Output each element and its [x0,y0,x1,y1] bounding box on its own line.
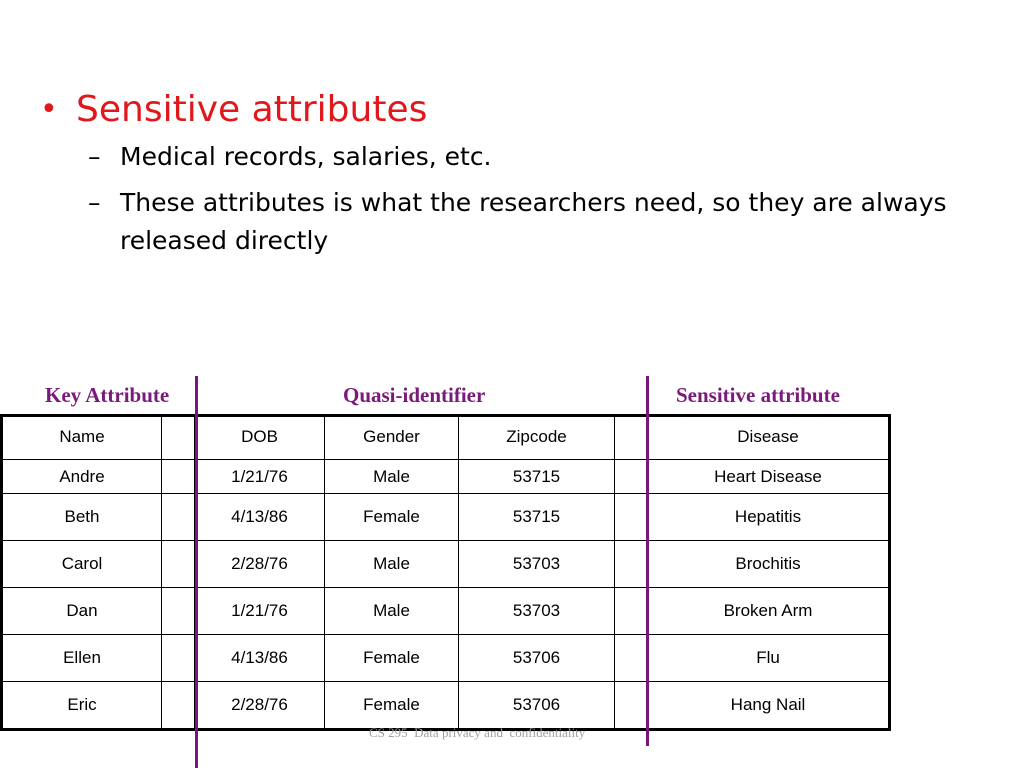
table-row: Eric 2/28/76 Female 53706 Hang Nail [1,681,890,730]
spacer-cell [161,540,195,588]
spacer-cell [614,415,648,460]
spacer-cell [614,493,648,541]
spacer-cell [614,540,648,588]
records-table: Name DOB Gender Zipcode Disease Andre 1/… [0,414,891,731]
table-row: Dan 1/21/76 Male 53703 Broken Arm [1,587,890,635]
slide-bullets: • Sensitive attributes – Medical records… [40,88,1000,260]
spacer-cell [161,459,195,494]
subbullet-text: Medical records, salaries, etc. [120,142,492,171]
disease-cell: Broken Arm [647,587,890,635]
name-cell: Dan [1,587,162,635]
dob-cell: 1/21/76 [194,587,325,635]
disease-cell: Hang Nail [647,681,890,730]
zipcode-cell: 53706 [458,681,615,730]
gender-cell: Female [324,493,459,541]
gender-cell: Male [324,459,459,494]
column-header: DOB [194,415,325,460]
zipcode-cell: 53703 [458,540,615,588]
dob-cell: 2/28/76 [194,540,325,588]
name-cell: Andre [1,459,162,494]
bullet-heading: • Sensitive attributes [40,88,1000,132]
gender-cell: Male [324,587,459,635]
table-row: Andre 1/21/76 Male 53715 Heart Disease [1,459,890,494]
zipcode-cell: 53715 [458,459,615,494]
spacer-cell [614,681,648,730]
column-header: Name [1,415,162,460]
dob-cell: 4/13/86 [194,634,325,682]
sensitive-attribute-label: Sensitive attribute [676,383,840,407]
quasi-identifier-label: Quasi-identifier [343,383,486,407]
zipcode-cell: 53715 [458,493,615,541]
name-cell: Carol [1,540,162,588]
dob-cell: 4/13/86 [194,493,325,541]
table-header-row: Name DOB Gender Zipcode Disease [1,415,890,460]
subbullet-1: – Medical records, salaries, etc. [40,138,1000,176]
spacer-cell [161,415,195,460]
key-attribute-label: Key Attribute [45,383,170,407]
table-row: Beth 4/13/86 Female 53715 Hepatitis [1,493,890,541]
gender-cell: Female [324,634,459,682]
disease-cell: Brochitis [647,540,890,588]
disease-cell: Flu [647,634,890,682]
spacer-cell [161,493,195,541]
name-cell: Ellen [1,634,162,682]
disease-cell: Hepatitis [647,493,890,541]
dob-cell: 2/28/76 [194,681,325,730]
gender-cell: Male [324,540,459,588]
disease-cell: Heart Disease [647,459,890,494]
spacer-cell [161,681,195,730]
spacer-cell [614,587,648,635]
spacer-cell [614,634,648,682]
name-cell: Beth [1,493,162,541]
column-header: Zipcode [458,415,615,460]
zipcode-cell: 53706 [458,634,615,682]
spacer-cell [614,459,648,494]
subbullet-text: These attributes is what the researchers… [120,188,947,255]
table-row: Ellen 4/13/86 Female 53706 Flu [1,634,890,682]
table-row: Carol 2/28/76 Male 53703 Brochitis [1,540,890,588]
name-cell: Eric [1,681,162,730]
bullet-dot-icon: • [40,92,58,127]
key-quasi-divider-line [195,376,198,768]
zipcode-cell: 53703 [458,587,615,635]
quasi-sensitive-divider-line [646,376,649,746]
column-header: Disease [647,415,890,460]
subbullet-2: – These attributes is what the researche… [40,184,1000,260]
column-header: Gender [324,415,459,460]
spacer-cell [161,634,195,682]
dob-cell: 1/21/76 [194,459,325,494]
gender-cell: Female [324,681,459,730]
dash-icon: – [88,142,101,171]
slide-footer: CS 295 Data privacy and confidentiality [369,725,586,740]
spacer-cell [161,587,195,635]
heading-text: Sensitive attributes [76,89,428,130]
dash-icon: – [88,188,101,217]
